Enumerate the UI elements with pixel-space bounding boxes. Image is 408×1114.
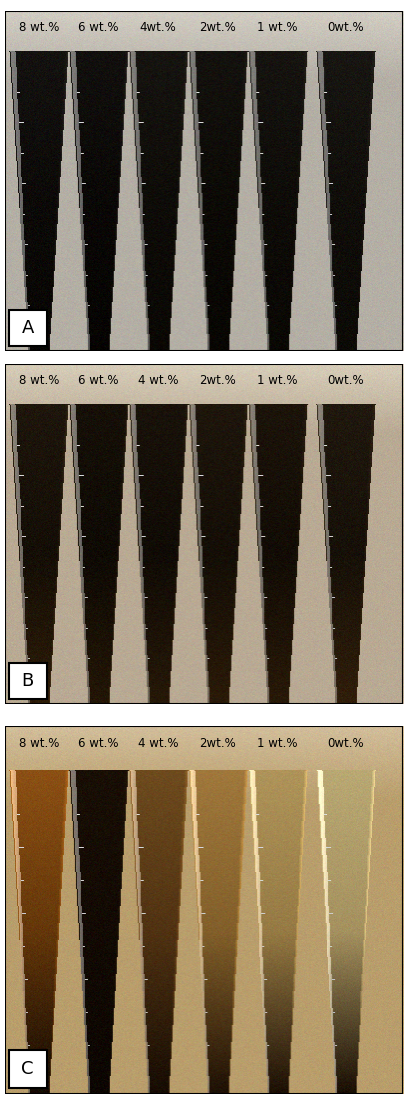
Bar bbox=[9, 1049, 47, 1088]
Text: 8 wt.%: 8 wt.% bbox=[18, 737, 59, 751]
Text: 6 wt.%: 6 wt.% bbox=[78, 374, 119, 388]
Text: 4 wt.%: 4 wt.% bbox=[138, 374, 178, 388]
Bar bbox=[9, 663, 47, 698]
Text: 0wt.%: 0wt.% bbox=[327, 374, 364, 388]
Text: 8 wt.%: 8 wt.% bbox=[18, 374, 59, 388]
Text: 0wt.%: 0wt.% bbox=[327, 737, 364, 751]
Bar bbox=[9, 310, 47, 345]
Text: 4 wt.%: 4 wt.% bbox=[138, 737, 178, 751]
Text: 1 wt.%: 1 wt.% bbox=[257, 737, 298, 751]
Text: A: A bbox=[21, 319, 34, 338]
Text: C: C bbox=[21, 1061, 34, 1078]
Text: 1 wt.%: 1 wt.% bbox=[257, 374, 298, 388]
Text: 6 wt.%: 6 wt.% bbox=[78, 21, 119, 35]
Text: 6 wt.%: 6 wt.% bbox=[78, 737, 119, 751]
Text: 2wt.%: 2wt.% bbox=[200, 21, 236, 35]
Text: 2wt.%: 2wt.% bbox=[200, 374, 236, 388]
Text: B: B bbox=[22, 672, 34, 691]
Text: 2wt.%: 2wt.% bbox=[200, 737, 236, 751]
Text: 1 wt.%: 1 wt.% bbox=[257, 21, 298, 35]
Text: 0wt.%: 0wt.% bbox=[327, 21, 364, 35]
Text: 4wt.%: 4wt.% bbox=[140, 21, 177, 35]
Text: 8 wt.%: 8 wt.% bbox=[18, 21, 59, 35]
